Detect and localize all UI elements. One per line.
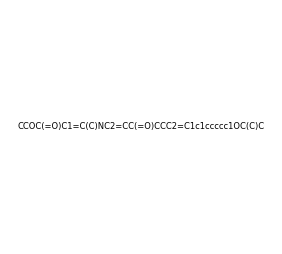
Text: CCOC(=O)C1=C(C)NC2=CC(=O)CCC2=C1c1ccccc1OC(C)C: CCOC(=O)C1=C(C)NC2=CC(=O)CCC2=C1c1ccccc1… bbox=[17, 122, 265, 132]
